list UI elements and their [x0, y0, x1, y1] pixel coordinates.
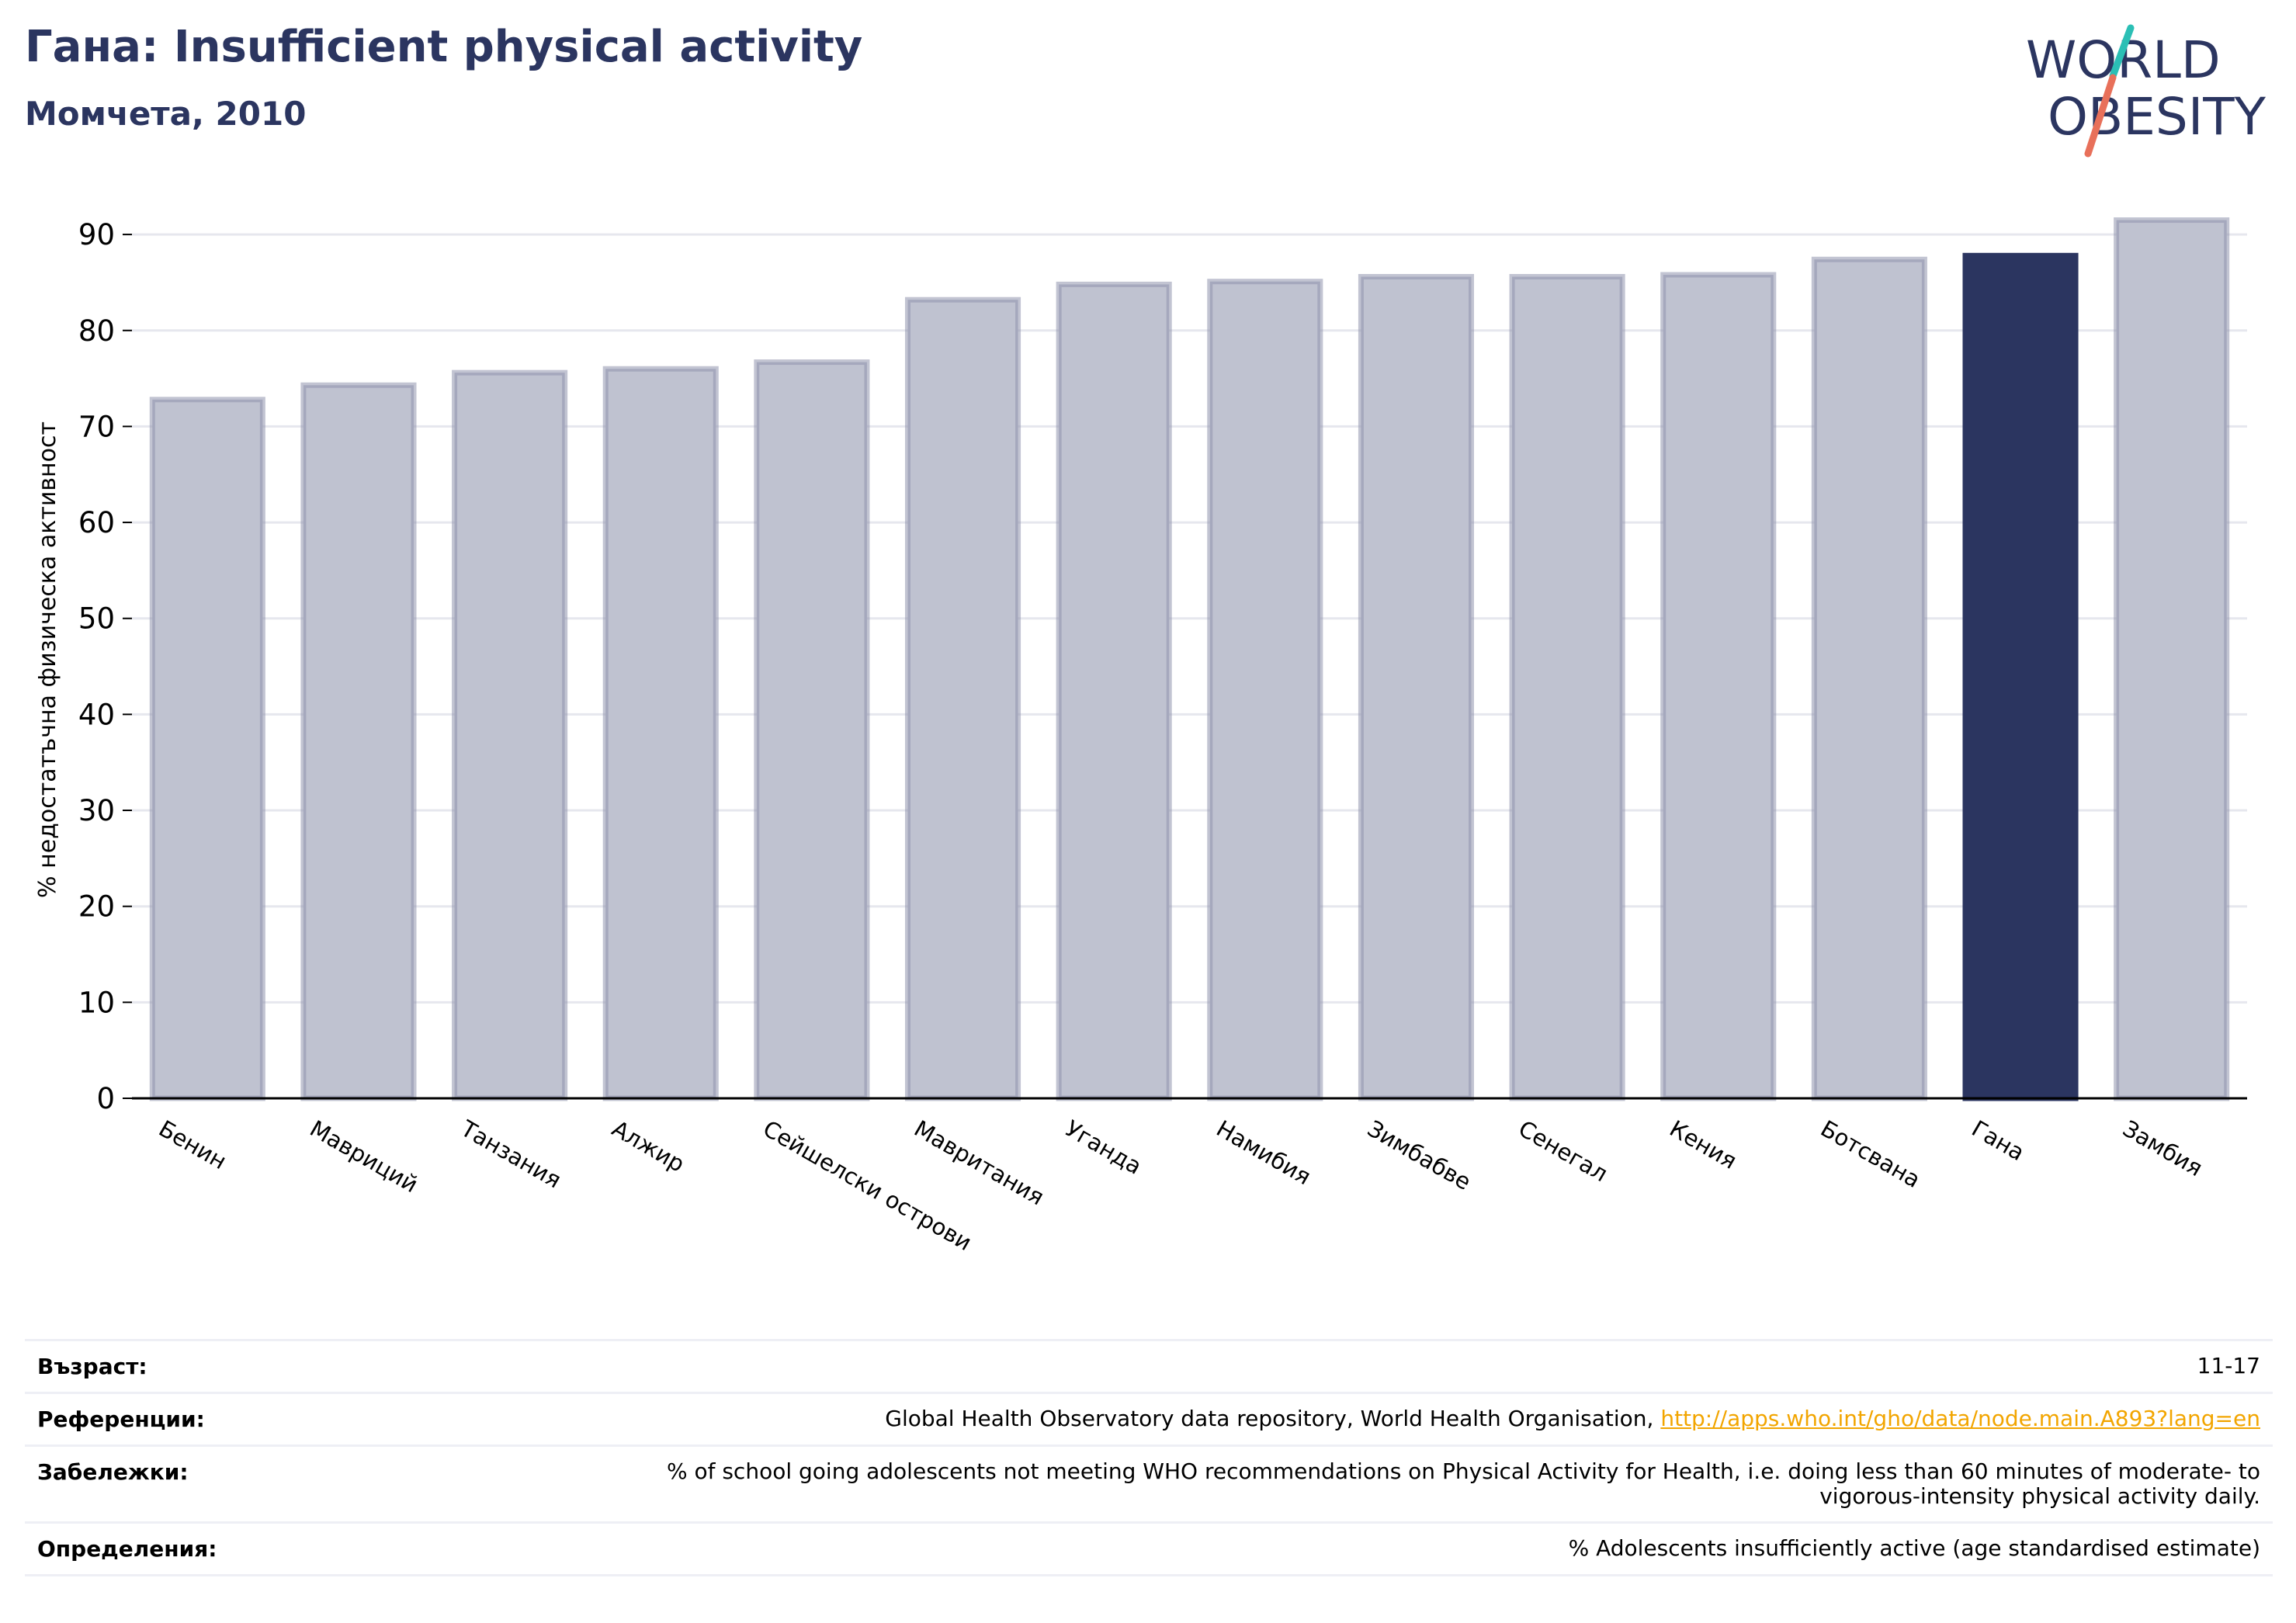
meta-value-definitions: % Adolescents insufficiently active (age…: [1568, 1535, 2260, 1561]
logo-slash-top: [2109, 24, 2135, 80]
meta-row-notes: Забележки: % of school going adolescents…: [25, 1444, 2273, 1521]
meta-row-definitions: Определения: % Adolescents insufficientl…: [25, 1521, 2273, 1576]
meta-value-references: Global Health Observatory data repositor…: [885, 1406, 2260, 1431]
reference-link[interactable]: http://apps.who.int/gho/data/node.main.A…: [1660, 1406, 2260, 1431]
world-obesity-logo: WORLD OBESITY: [2026, 24, 2267, 158]
bar-9: [1358, 274, 1475, 1101]
meta-value-age: 11-17: [2197, 1353, 2260, 1379]
y-tick-label: 70: [78, 410, 115, 443]
x-tick-label: Намибия: [1212, 1115, 1315, 1191]
x-tick-label: Сенегал: [1514, 1115, 1612, 1188]
meta-value-notes: % of school going adolescents not meetin…: [666, 1458, 2260, 1509]
y-axis-label: % недостатъчна физическа активност: [34, 421, 61, 898]
x-tick-label: Кения: [1665, 1115, 1741, 1174]
x-tick-label: Ботсвана: [1816, 1115, 1925, 1193]
bar-1: [149, 397, 265, 1101]
x-tick-label: Мавритания: [910, 1115, 1049, 1211]
bar-8: [1207, 279, 1323, 1101]
y-tick-label: 0: [96, 1082, 115, 1115]
y-tick-label: 50: [78, 602, 115, 636]
x-tick-label: Гана: [1968, 1115, 2030, 1167]
y-tick-label: 90: [78, 218, 115, 251]
bar-12: [1811, 256, 1927, 1101]
bar-5: [754, 359, 870, 1101]
x-tick-label: Замбия: [2118, 1115, 2207, 1182]
meta-row-age: Възраст: 11-17: [25, 1339, 2273, 1392]
y-tick-label: 20: [78, 890, 115, 924]
logo-slash-bottom: [2084, 74, 2117, 158]
y-tick-label: 60: [78, 506, 115, 539]
bar-13: [1962, 252, 2079, 1101]
y-tick-label: 80: [78, 314, 115, 348]
chart-subtitle: Момчета, 2010: [25, 95, 307, 133]
y-tick-label: 10: [78, 986, 115, 1019]
bar-3: [452, 369, 568, 1101]
meta-label-references: Референции:: [37, 1406, 205, 1432]
bar-10: [1509, 274, 1625, 1101]
y-tick-label: 40: [78, 698, 115, 731]
y-tick-label: 30: [78, 794, 115, 827]
meta-label-age: Възраст:: [37, 1354, 147, 1379]
x-tick-label: Уганда: [1061, 1115, 1146, 1180]
bar-11: [1660, 272, 1777, 1101]
bar-7: [1056, 281, 1172, 1101]
bar-chart: 0 10 20 30 40 50 60 70 80 90 % недостатъчна физиче…: [34, 217, 2247, 1256]
reference-text: Global Health Observatory data repositor…: [885, 1406, 1661, 1431]
x-tick-label: Мавриций: [305, 1115, 422, 1198]
x-tick-label: Зимбабве: [1363, 1115, 1476, 1195]
x-tick-label: Бенин: [154, 1115, 231, 1175]
bar-4: [602, 366, 719, 1101]
chart-title: Гана: Insufficient physical activity: [25, 22, 863, 72]
x-tick-label: Танзания: [456, 1115, 566, 1193]
meta-label-notes: Забележки:: [37, 1459, 189, 1485]
logo-text-obesity: OBESITY: [2048, 87, 2267, 147]
x-tick-label: Алжир: [608, 1115, 689, 1177]
meta-label-definitions: Определения:: [37, 1536, 217, 1562]
meta-row-references: Референции: Global Health Observatory da…: [25, 1392, 2273, 1444]
bar-14: [2114, 217, 2230, 1101]
metadata-table: Възраст: 11-17 Референции: Global Health…: [25, 1339, 2273, 1576]
bar-6: [904, 297, 1021, 1101]
bar-2: [300, 382, 417, 1101]
